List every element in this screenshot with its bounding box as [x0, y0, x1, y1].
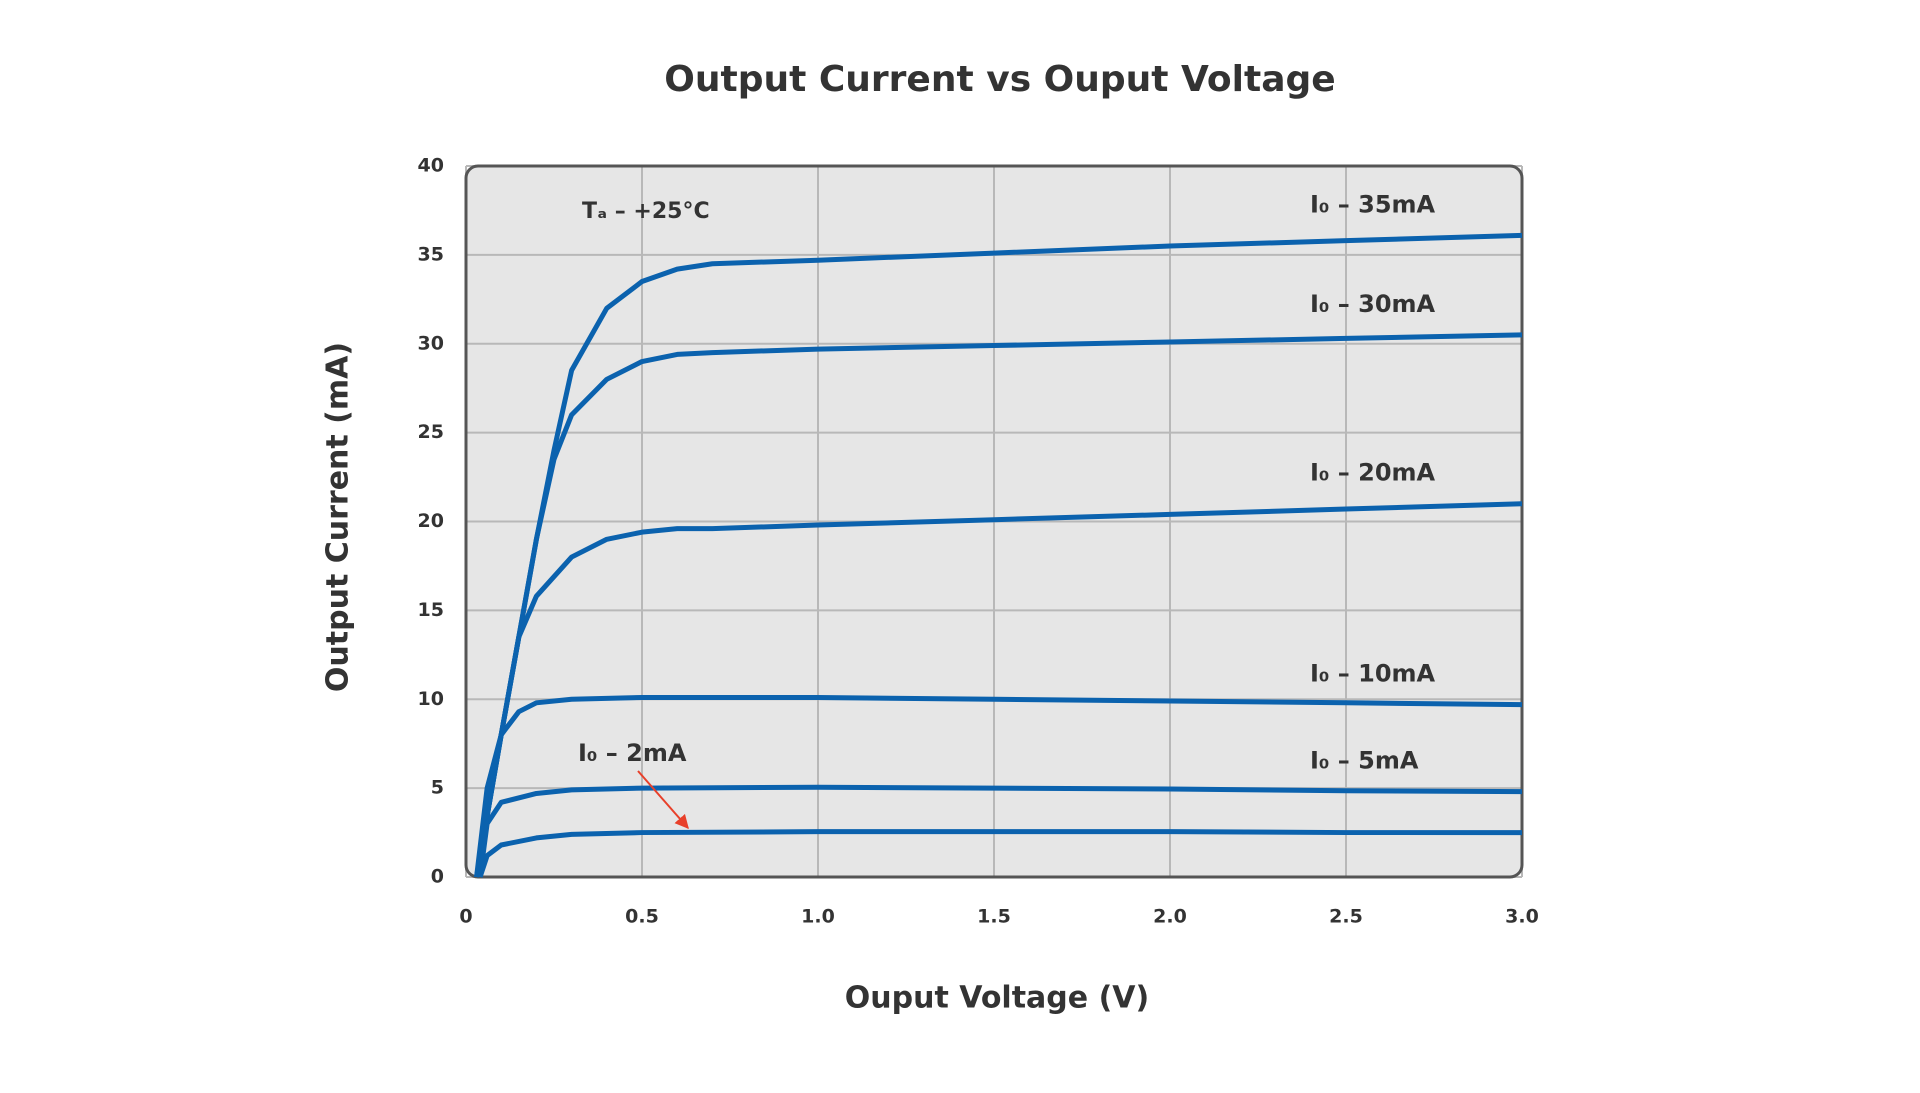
annotation: Tₐ – +25°C: [582, 199, 710, 224]
series-label: I₀ – 2mA: [578, 739, 687, 767]
y-axis-label: Output Current (mA): [321, 342, 356, 692]
x-tick-label: 1.0: [801, 906, 835, 928]
series-line: [477, 829, 1522, 878]
x-tick-label: 0.5: [625, 906, 659, 928]
y-tick-label: 20: [418, 510, 444, 532]
x-tick-label: 0: [459, 906, 472, 928]
series-line: [477, 784, 1523, 878]
chart-title: Output Current vs Ouput Voltage: [664, 59, 1335, 100]
y-tick-label: 35: [418, 243, 444, 265]
series-line: [474, 332, 1523, 878]
x-tick-label: 3.0: [1505, 906, 1539, 928]
x-tick-label: 2.5: [1329, 906, 1363, 928]
y-tick-label: 5: [431, 777, 444, 799]
series-line: [474, 501, 1523, 878]
series-label: I₀ – 10mA: [1310, 660, 1436, 688]
x-tick-label: 2.0: [1153, 906, 1187, 928]
y-tick-label: 25: [418, 421, 444, 443]
plot-border: [464, 164, 1524, 879]
y-tick-label: 15: [418, 599, 444, 621]
y-tick-label: 10: [418, 688, 444, 710]
x-tick-label: 1.5: [977, 906, 1011, 928]
series-label: I₀ – 35mA: [1310, 190, 1436, 218]
series-label: I₀ – 5mA: [1310, 747, 1419, 775]
label-arrow: [637, 770, 689, 830]
y-tick-label: 0: [431, 866, 444, 888]
series-label: I₀ – 20mA: [1310, 459, 1436, 487]
series-line: [474, 694, 1523, 878]
y-tick-label: 40: [418, 155, 444, 177]
x-axis-label: Ouput Voltage (V): [845, 981, 1149, 1016]
series-label: I₀ – 30mA: [1310, 290, 1436, 318]
y-tick-label: 30: [418, 332, 444, 354]
